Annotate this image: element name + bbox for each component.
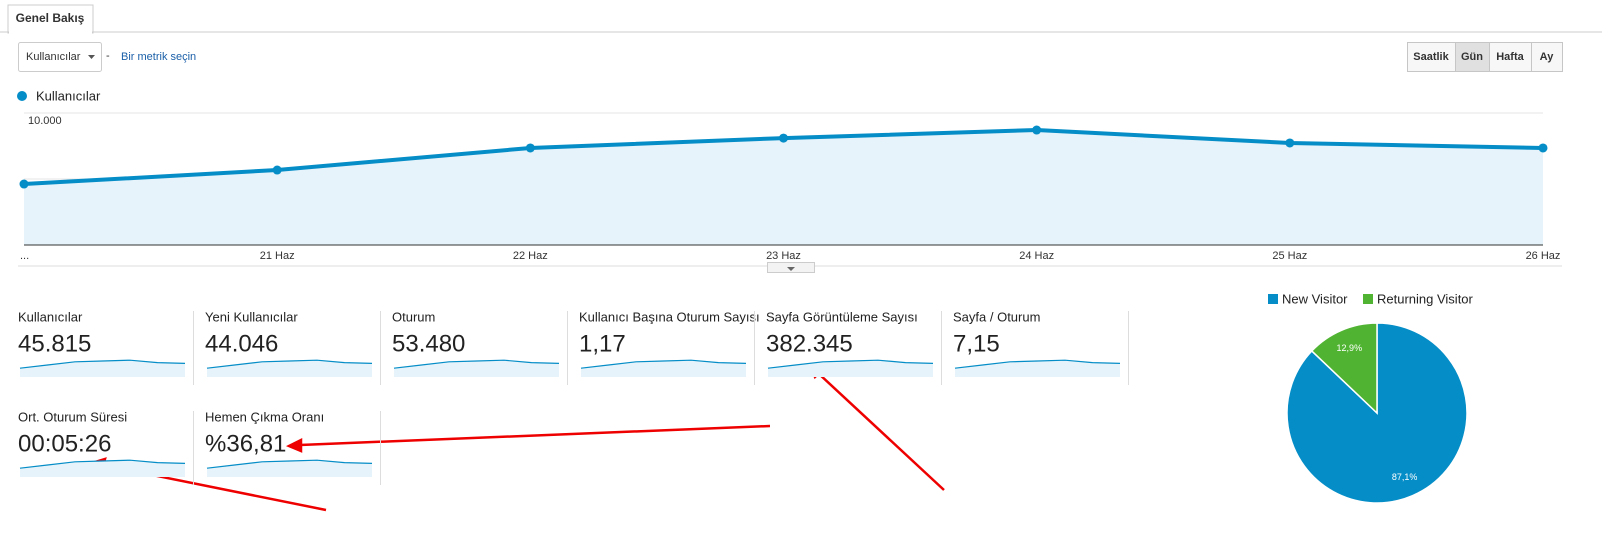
separator: - [106,50,110,62]
collapse-caret [787,267,795,271]
x-tick-label: 26 Haz [1526,250,1561,262]
arrow-head [285,437,303,453]
metric-value: 1,17 [579,330,626,357]
period-button-label[interactable]: Ay [1540,51,1555,63]
period-button[interactable] [1455,42,1490,72]
legend-swatch [1268,294,1278,304]
sparkline-area [768,360,933,377]
metric-value: 53.480 [392,330,465,357]
area [24,130,1543,245]
metric-dropdown[interactable] [18,42,102,72]
legend-label: Kullanıcılar [36,88,101,103]
x-tick-label: 22 Haz [513,250,548,262]
metric-value: 44.046 [205,330,278,357]
period-button-label[interactable]: Saatlik [1413,51,1449,63]
period-button-label[interactable]: Hafta [1496,51,1524,63]
metric-value: 00:05:26 [18,430,111,457]
metric-label: Hemen Çıkma Oranı [205,409,324,424]
sparkline [206,459,373,469]
sparkline [954,359,1121,369]
dropdown-caret [88,55,95,59]
point [272,165,282,175]
point [779,133,788,143]
point [1032,125,1042,135]
point [1538,143,1548,153]
point [1285,138,1295,148]
legend-label: New Visitor [1282,291,1348,306]
legend-swatch [1363,294,1373,304]
period-button[interactable] [1489,42,1532,72]
sparkline-area [955,360,1120,377]
arrow [817,372,945,491]
metric-value: 7,15 [953,330,1000,357]
pie-label: 87,1% [1392,472,1418,482]
metric-label: Kullanıcılar [18,309,83,324]
sparkline [19,459,186,469]
sparkline [19,359,186,369]
metric-dropdown-label[interactable]: Kullanıcılar [26,51,81,63]
metric-link[interactable]: Bir metrik seçin [121,51,196,63]
pie-slice [1310,322,1378,415]
sparkline [580,359,747,369]
metric-label: Yeni Kullanıcılar [205,309,298,324]
sparkline-area [20,460,185,477]
metric-label: Kullanıcı Başına Oturum Sayısı [579,309,760,324]
tab-box [7,4,94,34]
x-tick-label: 24 Haz [1019,250,1054,262]
x-tick-label: ... [20,250,29,262]
x-tick-label: 25 Haz [1272,250,1307,262]
x-tick-label: 23 Haz [766,250,801,262]
x-tick-label: 21 Haz [260,250,295,262]
pie-label: 12,9% [1337,343,1363,353]
metric-value: %36,81 [205,430,286,457]
sparkline-area [581,360,746,377]
sparkline-area [20,360,185,377]
sparkline [767,359,934,369]
tab-title[interactable]: Genel Bakış [16,11,85,25]
sparkline-area [394,360,559,377]
metric-label: Oturum [392,309,435,324]
sparkline-area [207,360,372,377]
point [525,143,535,153]
legend-label: Returning Visitor [1377,291,1474,306]
period-button[interactable] [1531,42,1563,72]
y-tick-label: 10.000 [28,115,62,127]
metric-label: Sayfa Görüntüleme Sayısı [766,309,918,324]
tab-gap [9,31,92,34]
period-button-label[interactable]: Gün [1461,51,1483,63]
metric-label: Sayfa / Oturum [953,309,1040,324]
legend-marker [17,91,27,101]
metric-value: 45.815 [18,330,91,357]
sparkline-area [207,460,372,477]
point [19,179,29,189]
metric-label: Ort. Oturum Süresi [18,409,127,424]
sparkline [206,359,373,369]
arrow [299,424,771,447]
period-button[interactable] [1407,42,1456,72]
sparkline [393,359,560,369]
metric-value: 382.345 [766,330,853,357]
